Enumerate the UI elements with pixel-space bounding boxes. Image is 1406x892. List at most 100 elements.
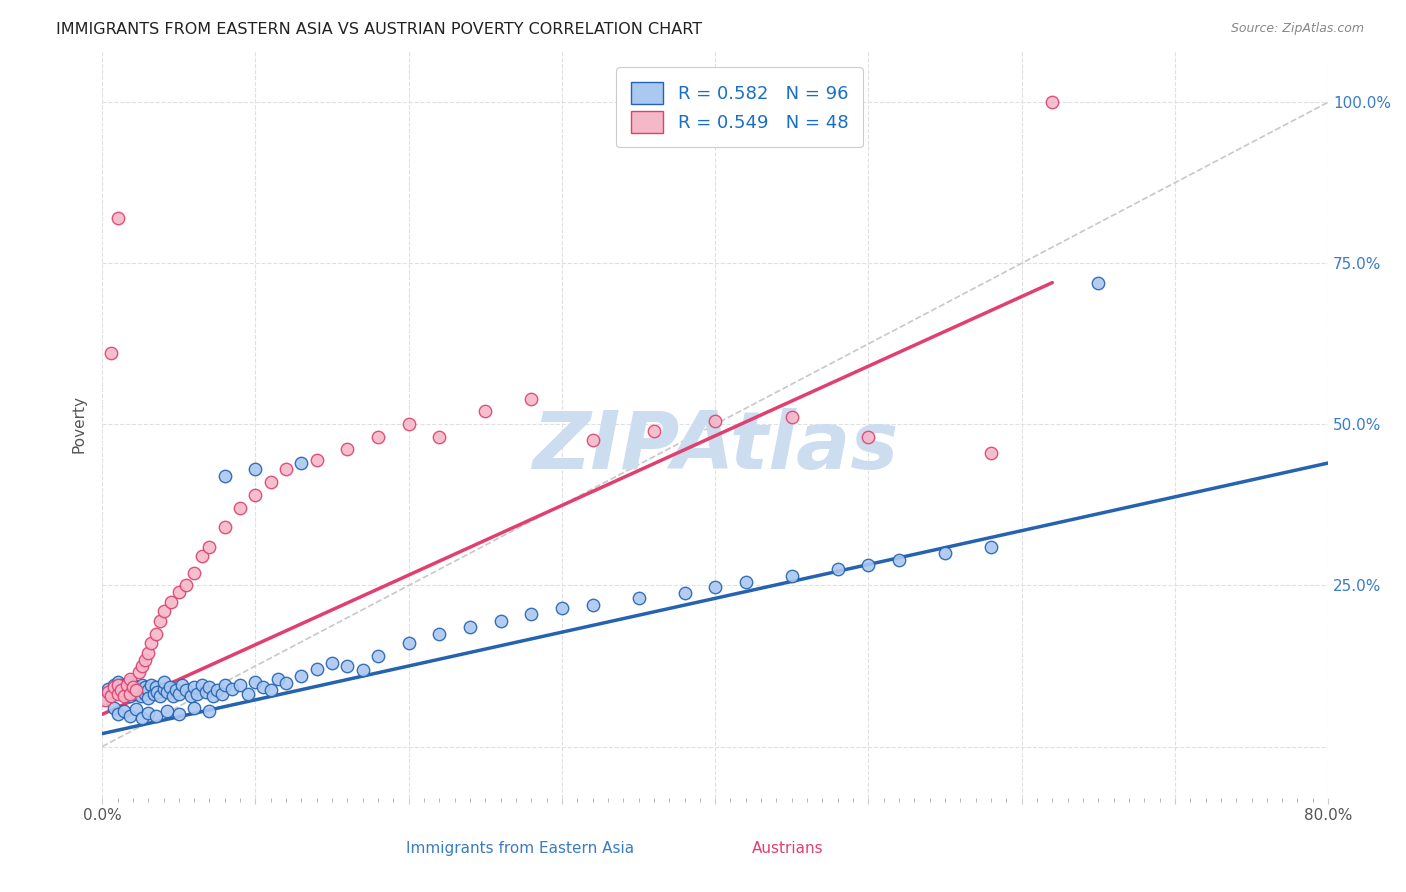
Point: [183, 701, 205, 715]
Point: [191, 549, 214, 564]
Point: [211, 687, 233, 701]
Point: [155, 704, 177, 718]
Point: [152, 604, 174, 618]
Point: [489, 614, 512, 628]
Point: [704, 414, 727, 428]
Point: [131, 678, 153, 692]
Point: [780, 409, 803, 424]
Point: [136, 646, 159, 660]
Point: [1087, 276, 1109, 290]
Point: [367, 430, 389, 444]
Point: [245, 675, 267, 690]
Point: [110, 678, 132, 692]
Point: [305, 662, 328, 676]
Point: [97, 685, 120, 699]
Point: [214, 520, 236, 534]
Point: [160, 594, 183, 608]
Point: [780, 568, 803, 582]
Point: [125, 702, 148, 716]
Point: [221, 681, 243, 696]
Point: [267, 672, 290, 686]
Point: [112, 704, 135, 718]
Point: [107, 678, 129, 692]
Point: [581, 598, 603, 612]
Point: [627, 591, 650, 606]
Point: [165, 682, 187, 697]
Point: [118, 687, 141, 701]
Point: [159, 680, 181, 694]
Point: [114, 680, 136, 694]
Point: [136, 706, 159, 720]
Point: [112, 687, 135, 701]
Point: [336, 442, 359, 456]
Point: [128, 682, 150, 697]
Point: [229, 678, 252, 692]
Point: [118, 690, 141, 704]
Y-axis label: Poverty: Poverty: [72, 395, 86, 453]
Point: [167, 585, 190, 599]
Point: [100, 690, 122, 704]
Point: [245, 462, 267, 476]
Point: [131, 710, 153, 724]
Point: [167, 707, 190, 722]
Point: [336, 659, 359, 673]
Point: [118, 675, 141, 690]
Point: [827, 562, 849, 576]
Point: [229, 501, 252, 516]
Point: [107, 685, 129, 699]
Point: [186, 687, 208, 701]
Point: [134, 687, 156, 701]
Point: [887, 552, 910, 566]
Point: [170, 678, 193, 692]
Point: [734, 575, 756, 590]
Point: [134, 652, 156, 666]
Point: [858, 558, 880, 572]
Point: [136, 682, 159, 697]
Point: [112, 690, 135, 704]
Point: [195, 685, 218, 699]
Point: [551, 601, 574, 615]
Point: [198, 704, 221, 718]
Point: [143, 687, 166, 701]
Point: [427, 430, 450, 444]
Point: [858, 430, 880, 444]
Point: [427, 627, 450, 641]
Point: [145, 627, 167, 641]
Point: [100, 688, 122, 702]
Point: [205, 682, 228, 697]
Point: [145, 708, 167, 723]
Point: [352, 664, 374, 678]
Point: [121, 685, 143, 699]
Point: [115, 678, 138, 692]
Point: [107, 211, 129, 226]
Point: [183, 566, 205, 580]
Point: [121, 680, 143, 694]
Point: [149, 614, 172, 628]
Point: [110, 682, 132, 697]
Point: [125, 682, 148, 697]
Point: [581, 434, 603, 448]
Point: [474, 404, 496, 418]
Point: [214, 469, 236, 483]
Text: Immigrants from Eastern Asia: Immigrants from Eastern Asia: [406, 841, 634, 856]
Text: Austrians: Austrians: [752, 841, 823, 856]
Point: [214, 678, 236, 692]
Point: [141, 678, 163, 692]
Point: [146, 685, 169, 699]
Point: [103, 678, 125, 692]
Point: [167, 687, 190, 701]
Point: [1040, 95, 1063, 110]
Point: [107, 707, 129, 722]
Point: [155, 685, 177, 699]
Point: [274, 676, 297, 690]
Point: [980, 446, 1002, 460]
Point: [131, 659, 153, 673]
Point: [260, 475, 283, 490]
Point: [136, 691, 159, 706]
Point: [274, 462, 297, 476]
Point: [520, 392, 543, 406]
Point: [305, 452, 328, 467]
Point: [458, 620, 481, 634]
Point: [149, 690, 172, 704]
Point: [704, 580, 727, 594]
